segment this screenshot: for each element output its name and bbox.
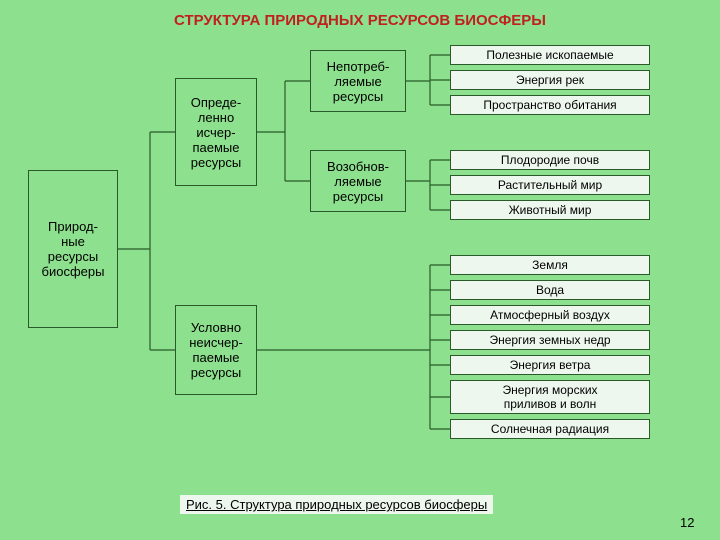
leaf-l1: Полезные ископаемые xyxy=(450,45,650,65)
leaf-l9: Атмосферный воздух xyxy=(450,305,650,325)
figure-caption: Рис. 5. Структура природных ресурсов био… xyxy=(180,495,493,514)
leaf-l2: Энергия рек xyxy=(450,70,650,90)
leaf-l5: Растительный мир xyxy=(450,175,650,195)
leaf-l12: Энергия морскихприливов и волн xyxy=(450,380,650,414)
node-ren: Возобнов-ляемыересурсы xyxy=(310,150,406,212)
leaf-l13: Солнечная радиация xyxy=(450,419,650,439)
node-inexh: Условнонеисчер-паемыересурсы xyxy=(175,305,257,395)
leaf-l10: Энергия земных недр xyxy=(450,330,650,350)
leaf-l7: Земля xyxy=(450,255,650,275)
node-root: Природ-ныересурсыбиосферы xyxy=(28,170,118,328)
leaf-l6: Животный мир xyxy=(450,200,650,220)
leaf-l4: Плодородие почв xyxy=(450,150,650,170)
node-nonren: Непотреб-ляемыересурсы xyxy=(310,50,406,112)
leaf-l3: Пространство обитания xyxy=(450,95,650,115)
node-exh: Опреде-ленноисчер-паемыересурсы xyxy=(175,78,257,186)
leaf-l11: Энергия ветра xyxy=(450,355,650,375)
leaf-l8: Вода xyxy=(450,280,650,300)
page-number: 12 xyxy=(680,515,694,530)
